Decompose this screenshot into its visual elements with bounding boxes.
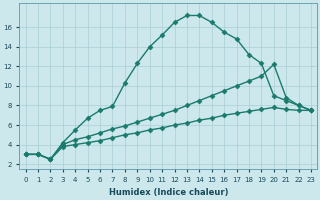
X-axis label: Humidex (Indice chaleur): Humidex (Indice chaleur) xyxy=(108,188,228,197)
